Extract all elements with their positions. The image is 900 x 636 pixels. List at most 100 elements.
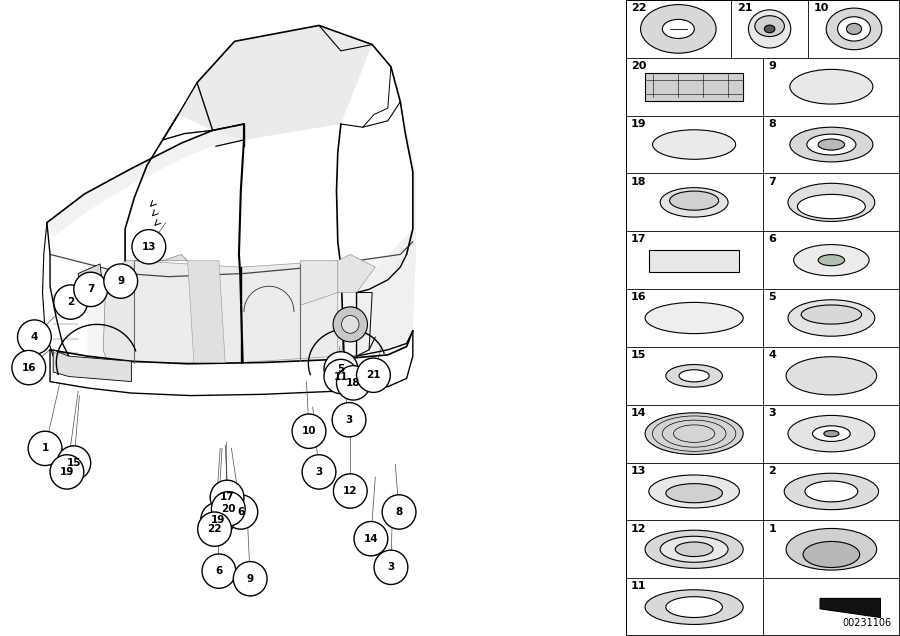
- Text: 3: 3: [346, 415, 353, 425]
- Bar: [649, 250, 740, 272]
- Circle shape: [337, 366, 370, 400]
- Ellipse shape: [801, 305, 861, 324]
- Ellipse shape: [670, 191, 719, 210]
- Text: 11: 11: [334, 371, 348, 382]
- Ellipse shape: [645, 302, 743, 334]
- Circle shape: [12, 350, 46, 385]
- Text: 21: 21: [737, 3, 752, 13]
- Circle shape: [54, 285, 87, 319]
- Ellipse shape: [826, 8, 882, 50]
- Text: 18: 18: [631, 177, 646, 186]
- Ellipse shape: [788, 415, 875, 452]
- Polygon shape: [178, 25, 373, 140]
- Ellipse shape: [824, 431, 839, 437]
- Circle shape: [198, 512, 231, 546]
- Circle shape: [57, 446, 91, 480]
- Text: 19: 19: [59, 467, 74, 477]
- Text: 13: 13: [141, 242, 156, 252]
- Ellipse shape: [645, 413, 743, 455]
- Circle shape: [354, 522, 388, 556]
- Text: 5: 5: [338, 364, 345, 374]
- Text: 22: 22: [207, 524, 221, 534]
- Text: 20: 20: [631, 61, 646, 71]
- Text: 12: 12: [631, 523, 646, 534]
- Ellipse shape: [666, 364, 723, 387]
- Ellipse shape: [662, 19, 694, 38]
- Text: 4: 4: [31, 332, 38, 342]
- Text: 9: 9: [769, 61, 776, 71]
- Text: 19: 19: [631, 119, 646, 129]
- Circle shape: [28, 431, 62, 466]
- Circle shape: [324, 359, 358, 394]
- Ellipse shape: [645, 590, 743, 625]
- Ellipse shape: [679, 370, 709, 382]
- Text: 17: 17: [220, 492, 234, 502]
- Circle shape: [224, 495, 257, 529]
- Text: 9: 9: [117, 276, 124, 286]
- Ellipse shape: [675, 542, 713, 556]
- Polygon shape: [356, 102, 416, 356]
- Ellipse shape: [818, 139, 844, 150]
- Text: 4: 4: [769, 350, 776, 360]
- Ellipse shape: [652, 130, 735, 159]
- Bar: [645, 73, 743, 100]
- Polygon shape: [134, 254, 188, 261]
- Text: 3: 3: [315, 467, 322, 477]
- Ellipse shape: [805, 481, 858, 502]
- Polygon shape: [78, 264, 104, 300]
- Text: 00231106: 00231106: [842, 618, 892, 628]
- Circle shape: [356, 358, 391, 392]
- Ellipse shape: [818, 254, 844, 266]
- Circle shape: [132, 230, 166, 264]
- Ellipse shape: [788, 300, 875, 336]
- Text: 18: 18: [346, 378, 361, 388]
- Polygon shape: [47, 124, 244, 237]
- Circle shape: [233, 562, 267, 596]
- Text: 17: 17: [631, 235, 646, 244]
- Circle shape: [212, 492, 245, 526]
- Ellipse shape: [790, 69, 873, 104]
- Text: 6: 6: [769, 235, 776, 244]
- Text: 19: 19: [211, 515, 225, 525]
- Ellipse shape: [645, 530, 743, 569]
- Circle shape: [17, 320, 51, 354]
- Text: 5: 5: [769, 293, 776, 302]
- Polygon shape: [53, 350, 131, 382]
- Ellipse shape: [838, 17, 870, 41]
- Ellipse shape: [341, 315, 359, 333]
- Ellipse shape: [333, 307, 367, 342]
- Text: 13: 13: [631, 466, 646, 476]
- Text: 14: 14: [364, 534, 378, 544]
- Text: 22: 22: [631, 3, 646, 13]
- Circle shape: [201, 502, 235, 537]
- Circle shape: [333, 474, 367, 508]
- Circle shape: [324, 352, 358, 386]
- Text: 14: 14: [631, 408, 646, 418]
- Text: 2: 2: [68, 297, 75, 307]
- Ellipse shape: [641, 4, 716, 53]
- Ellipse shape: [788, 183, 875, 221]
- Polygon shape: [87, 254, 407, 364]
- Ellipse shape: [813, 426, 850, 441]
- Text: 8: 8: [769, 119, 776, 129]
- Circle shape: [302, 455, 336, 489]
- Circle shape: [374, 550, 408, 584]
- Text: 3: 3: [769, 408, 776, 418]
- Text: 16: 16: [631, 293, 646, 302]
- Ellipse shape: [786, 357, 877, 395]
- Ellipse shape: [803, 541, 860, 567]
- Text: 7: 7: [87, 284, 94, 294]
- Ellipse shape: [790, 127, 873, 162]
- Ellipse shape: [794, 245, 869, 276]
- Ellipse shape: [749, 10, 791, 48]
- Text: 2: 2: [769, 466, 776, 476]
- Ellipse shape: [661, 536, 728, 562]
- Text: 15: 15: [631, 350, 646, 360]
- Ellipse shape: [666, 483, 723, 502]
- Text: 9: 9: [247, 574, 254, 584]
- Ellipse shape: [755, 16, 785, 36]
- Text: 16: 16: [22, 363, 36, 373]
- Polygon shape: [134, 261, 338, 363]
- Text: 1: 1: [41, 443, 49, 453]
- Polygon shape: [338, 254, 375, 293]
